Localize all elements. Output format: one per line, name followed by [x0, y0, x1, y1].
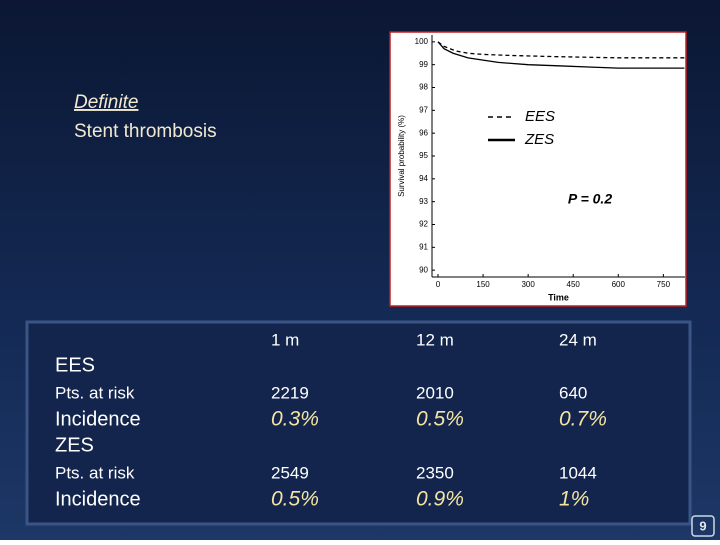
row-label: Incidence	[55, 408, 141, 430]
incidence-cell: 0.7%	[559, 408, 607, 431]
incidence-cell: 1%	[559, 488, 589, 511]
column-header: 1 m	[271, 330, 299, 349]
column-header: 24 m	[559, 330, 597, 349]
risk-cell: 2549	[271, 463, 309, 482]
risk-cell: 640	[559, 383, 587, 402]
incidence-cell: 0.5%	[271, 488, 319, 511]
x-tick-label: 300	[521, 280, 535, 289]
x-tick-label: 450	[567, 280, 581, 289]
group-label: EES	[55, 354, 95, 376]
y-tick-label: 91	[419, 242, 428, 251]
y-tick-label: 98	[419, 83, 428, 92]
y-tick-label: 92	[419, 220, 428, 229]
x-tick-label: 750	[657, 280, 671, 289]
x-tick-label: 0	[436, 280, 441, 289]
slide-title: Stent thrombosis	[74, 121, 217, 142]
risk-cell: 2350	[416, 463, 454, 482]
table-panel	[25, 320, 692, 526]
column-header: 12 m	[416, 330, 454, 349]
chart-panel	[389, 31, 687, 307]
y-tick-label: 100	[415, 37, 429, 46]
risk-cell: 2010	[416, 383, 454, 402]
row-label: Incidence	[55, 488, 141, 510]
incidence-cell: 0.9%	[416, 488, 464, 511]
annotation: P = 0.2	[568, 191, 612, 207]
slide-title: Definite	[74, 92, 138, 113]
incidence-cell: 0.5%	[416, 408, 464, 431]
x-tick-label: 600	[612, 280, 626, 289]
legend-label: ZES	[524, 131, 554, 148]
chart: 90 91 92 93 94 95 96 97 98 99 100 0 150 300 450 600 750 T…	[397, 35, 685, 302]
x-tick-label: 150	[476, 280, 490, 289]
y-axis-label: Survival probability (%)	[397, 115, 406, 197]
row-label: Pts. at risk	[55, 463, 135, 482]
page-badge	[691, 515, 715, 537]
y-tick-label: 94	[419, 174, 428, 183]
survival-line	[437, 41, 685, 59]
group-label: ZES	[55, 434, 94, 456]
survival-line	[437, 41, 685, 69]
y-tick-label: 95	[419, 151, 428, 160]
y-tick-label: 99	[419, 60, 428, 69]
y-tick-label: 96	[419, 128, 428, 137]
y-tick-label: 93	[419, 197, 428, 206]
risk-cell: 1044	[559, 463, 597, 482]
x-axis-label: Time	[548, 292, 569, 302]
page-number: 9	[699, 518, 706, 533]
y-tick-label: 90	[419, 265, 428, 274]
risk-cell: 2219	[271, 383, 309, 402]
legend-label: EES	[525, 108, 555, 125]
y-tick-label: 97	[419, 105, 428, 114]
row-label: Pts. at risk	[55, 383, 135, 402]
incidence-cell: 0.3%	[271, 408, 319, 431]
table: 1 m 12 m 24 m EES Pts. at risk 2219 2010 640 Inc…	[55, 330, 607, 510]
